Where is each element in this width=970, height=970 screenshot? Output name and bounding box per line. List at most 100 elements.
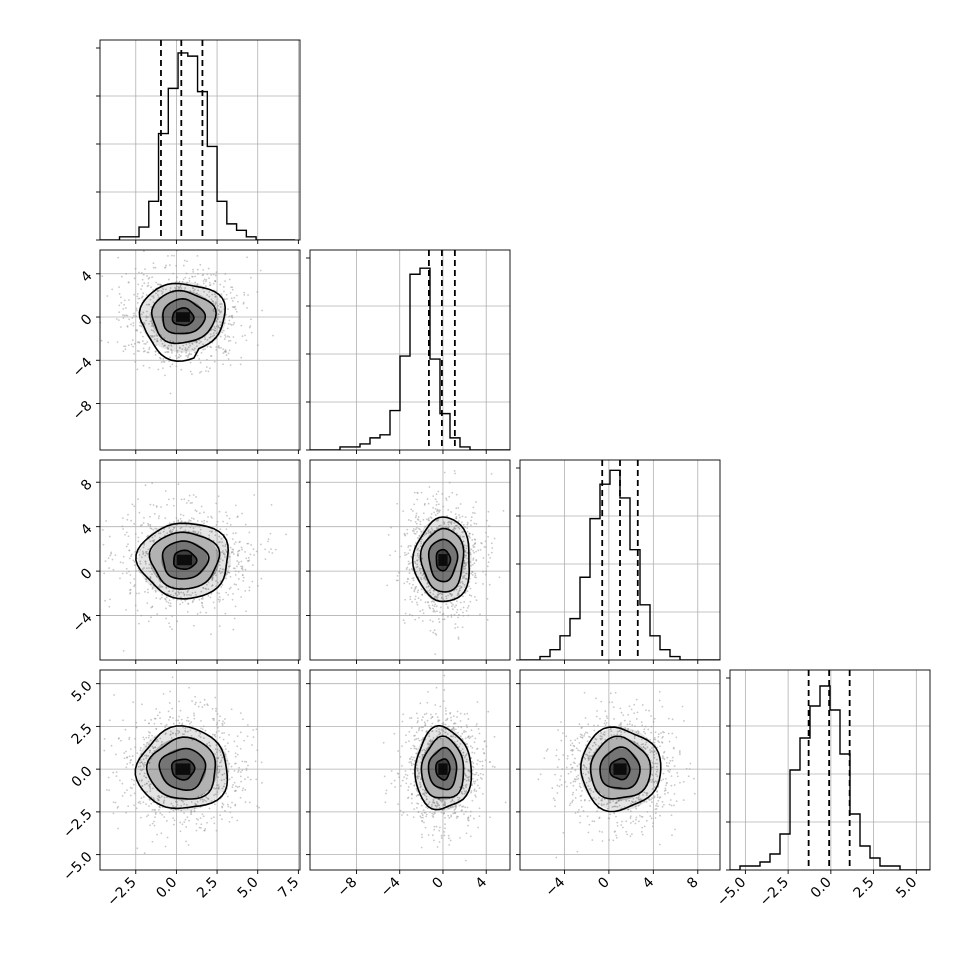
sample-point <box>252 548 255 550</box>
sample-point <box>166 346 169 349</box>
sample-point <box>167 710 170 713</box>
sample-point <box>583 735 585 737</box>
sample-point <box>118 304 121 307</box>
sample-point <box>218 596 221 598</box>
sample-point <box>620 726 623 728</box>
sample-point <box>551 787 554 789</box>
sample-point <box>576 850 579 853</box>
sample-point <box>474 572 477 575</box>
sample-point <box>206 294 208 296</box>
sample-point <box>148 567 150 569</box>
sample-point <box>485 546 487 548</box>
sample-point <box>198 512 201 515</box>
sample-point <box>124 533 126 536</box>
sample-point <box>145 552 148 555</box>
sample-point <box>630 708 633 711</box>
sample-point <box>431 803 433 806</box>
axes-frame <box>99 459 301 661</box>
sample-point <box>629 810 632 813</box>
sample-point <box>632 820 635 823</box>
sample-point <box>427 803 430 805</box>
sample-point <box>420 530 423 533</box>
sample-point <box>228 340 230 342</box>
sample-point <box>234 541 237 544</box>
sample-point <box>149 503 152 506</box>
sample-point <box>469 553 472 556</box>
sample-point <box>588 735 590 738</box>
sample-point <box>418 534 421 537</box>
sample-point <box>577 774 580 777</box>
sample-point <box>194 591 197 594</box>
sample-point <box>238 785 241 788</box>
sample-point <box>129 761 131 764</box>
sample-point <box>133 792 136 795</box>
sample-point <box>469 587 472 590</box>
sample-point <box>220 537 223 540</box>
sample-point <box>622 826 624 829</box>
sample-point <box>386 584 389 587</box>
sample-point <box>588 762 591 765</box>
sample-point <box>121 572 124 575</box>
sample-point <box>414 598 417 601</box>
sample-point <box>414 562 417 565</box>
sample-point <box>417 720 419 722</box>
sample-point <box>224 753 227 756</box>
sample-point <box>571 742 574 745</box>
sample-point <box>256 805 259 808</box>
sample-point <box>425 532 428 535</box>
sample-point <box>616 824 619 827</box>
axes-frame <box>309 669 511 871</box>
sample-point <box>234 755 237 758</box>
sample-point <box>442 803 445 806</box>
sample-point <box>543 757 546 760</box>
sample-point <box>420 785 422 788</box>
sample-point <box>599 737 602 740</box>
sample-point <box>213 607 216 609</box>
sample-point <box>583 766 586 768</box>
sample-point <box>608 817 611 820</box>
sample-point <box>224 549 227 551</box>
sample-point <box>430 805 433 808</box>
sample-point <box>425 813 428 816</box>
sample-point <box>169 392 172 395</box>
sample-point <box>183 812 185 814</box>
sample-point <box>176 594 179 597</box>
sample-point <box>220 779 223 782</box>
sample-point <box>488 583 491 586</box>
sample-point <box>140 325 143 328</box>
contour-1 <box>158 747 207 792</box>
sample-point <box>176 349 179 352</box>
sample-point <box>653 756 656 759</box>
sample-point <box>239 731 242 734</box>
sample-point <box>126 325 129 328</box>
sample-point <box>238 766 240 769</box>
sample-point <box>180 498 183 501</box>
sample-point <box>148 805 150 808</box>
sample-point <box>227 358 230 360</box>
sample-point <box>154 589 157 592</box>
sample-point <box>630 803 632 805</box>
sample-point <box>146 741 148 744</box>
sample-point <box>235 310 238 313</box>
sample-point <box>122 719 124 722</box>
sample-point <box>469 835 472 838</box>
sample-point <box>169 530 172 533</box>
sample-point <box>242 787 245 790</box>
sample-point <box>215 325 218 328</box>
sample-point <box>474 794 477 797</box>
sample-point <box>419 545 422 547</box>
sample-point <box>124 728 127 731</box>
sample-point <box>181 823 184 826</box>
sample-point <box>613 812 616 815</box>
sample-point <box>458 745 461 748</box>
sample-point <box>461 580 464 583</box>
sample-point <box>413 738 416 741</box>
sample-point <box>421 719 423 721</box>
sample-point <box>450 605 453 608</box>
sample-point <box>561 768 564 771</box>
sample-point <box>466 745 469 748</box>
sample-point <box>148 799 151 801</box>
sample-point <box>143 772 146 775</box>
sample-point <box>657 805 659 807</box>
sample-point <box>459 503 462 505</box>
